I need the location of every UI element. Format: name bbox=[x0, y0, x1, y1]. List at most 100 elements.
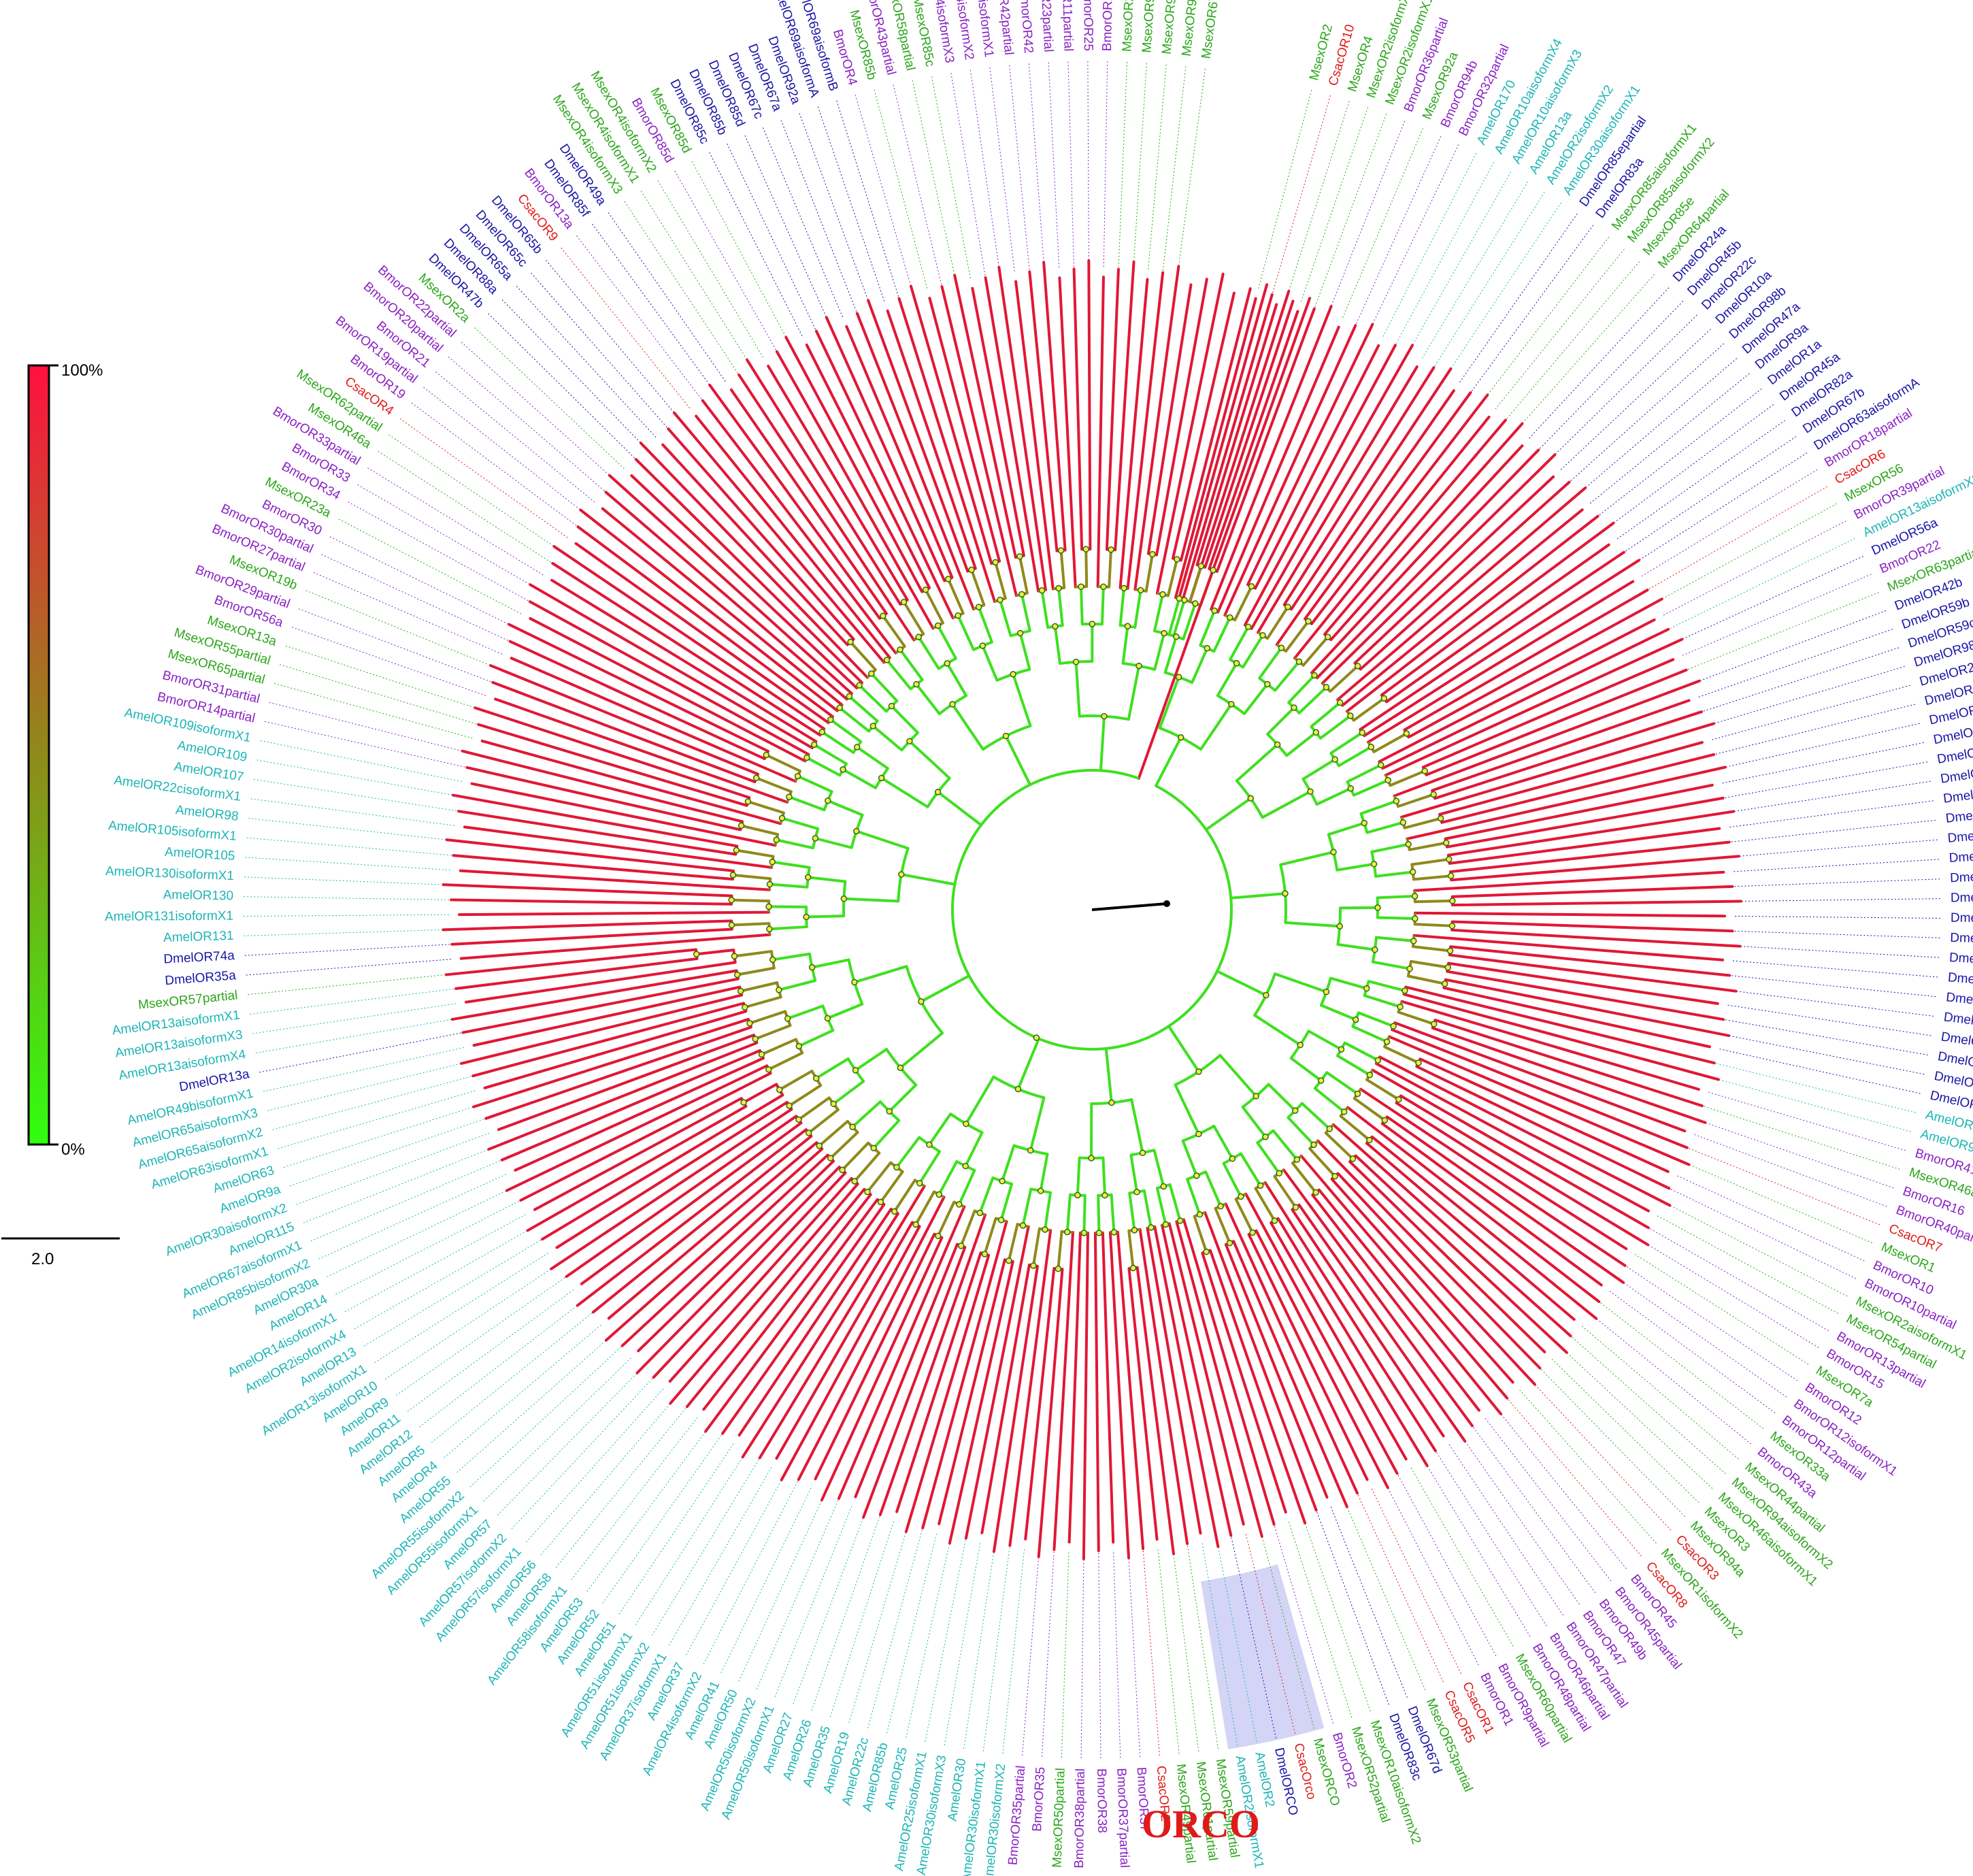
tree-node bbox=[1383, 1038, 1391, 1045]
terminal-branch bbox=[1204, 299, 1295, 569]
leaf-connector bbox=[1508, 1399, 1644, 1558]
leaf-connector bbox=[376, 450, 552, 563]
leaf-connector bbox=[1048, 60, 1060, 268]
tree-node bbox=[776, 1086, 783, 1093]
terminal-branch bbox=[820, 1236, 944, 1502]
tree-node bbox=[1002, 732, 1010, 740]
terminal-branch bbox=[494, 697, 789, 804]
leaf-label: BmorOR42 bbox=[1016, 0, 1035, 54]
terminal-branch bbox=[775, 1221, 914, 1460]
terminal-branch bbox=[450, 969, 738, 1021]
leaf-connector bbox=[1087, 59, 1089, 267]
internal-branch bbox=[1365, 1078, 1400, 1101]
leaf-connector bbox=[1722, 742, 1926, 784]
internal-branch bbox=[780, 817, 820, 830]
internal-branch bbox=[1129, 1153, 1139, 1194]
terminal-branch bbox=[1444, 978, 1730, 1037]
internal-branch bbox=[771, 860, 811, 869]
tree-node bbox=[1381, 1117, 1389, 1124]
terminal-branch bbox=[1270, 1221, 1408, 1461]
leaf-connector bbox=[1591, 1314, 1753, 1446]
root-branch bbox=[1091, 902, 1167, 911]
internal-branch bbox=[1301, 636, 1329, 667]
tree-node bbox=[1162, 1221, 1170, 1228]
internal-branch bbox=[1267, 1083, 1297, 1113]
leaf-connector bbox=[867, 1530, 923, 1730]
leaf-connector bbox=[242, 896, 450, 900]
leaf-connector bbox=[1732, 960, 1940, 978]
leaf-connector bbox=[352, 1227, 533, 1330]
terminal-branch bbox=[508, 640, 766, 761]
terminal-branch bbox=[1370, 1135, 1598, 1320]
internal-branch bbox=[826, 799, 864, 817]
tree-node bbox=[981, 1251, 989, 1257]
terminal-branch bbox=[608, 474, 853, 695]
terminal-branch bbox=[450, 898, 733, 906]
tree-node bbox=[1244, 623, 1252, 630]
internal-branch bbox=[938, 1160, 959, 1196]
internal-branch bbox=[1233, 585, 1253, 622]
internal-branch bbox=[919, 974, 971, 1003]
tree-node bbox=[999, 1178, 1006, 1185]
terminal-branch bbox=[805, 343, 931, 589]
tree-node bbox=[1405, 840, 1412, 848]
leaf-connector bbox=[798, 111, 871, 307]
leaf-connector bbox=[1118, 60, 1128, 267]
terminal-branch bbox=[474, 706, 751, 800]
tree-node bbox=[766, 881, 774, 888]
internal-branch bbox=[1057, 1230, 1063, 1270]
terminal-branch bbox=[505, 1064, 769, 1192]
tree-node bbox=[733, 846, 740, 854]
leaf-connector bbox=[257, 1032, 461, 1073]
internal-branch bbox=[914, 682, 941, 715]
internal-branch bbox=[777, 979, 817, 991]
leaf-connector bbox=[585, 1426, 710, 1594]
tree-node bbox=[912, 1221, 919, 1228]
internal-branch bbox=[814, 836, 853, 849]
terminal-branch bbox=[1204, 1211, 1318, 1512]
leaf-connector bbox=[287, 1119, 484, 1187]
internal-branch bbox=[1408, 841, 1448, 851]
internal-branch bbox=[1212, 616, 1231, 653]
internal-branch bbox=[899, 873, 957, 886]
tree-node bbox=[1078, 583, 1084, 591]
terminal-branch bbox=[992, 1264, 1039, 1553]
tree-node bbox=[1311, 672, 1318, 679]
internal-branch bbox=[735, 966, 776, 976]
terminal-branch bbox=[1363, 559, 1640, 738]
leaf-label: MsexOR24partial bbox=[1120, 0, 1138, 52]
internal-branch bbox=[1153, 593, 1164, 633]
leaf-connector bbox=[1699, 1120, 1896, 1189]
terminal-branch bbox=[1354, 1154, 1568, 1354]
leaf-connector bbox=[1177, 67, 1206, 273]
tree-node bbox=[1374, 1057, 1382, 1064]
leaf-label: BmorOR23partial bbox=[1036, 0, 1055, 52]
terminal-branch bbox=[1391, 1028, 1689, 1149]
internal-branch bbox=[746, 800, 785, 814]
leaf-connector bbox=[267, 702, 469, 753]
terminal-branch bbox=[1336, 487, 1587, 702]
leaf-connector bbox=[1540, 299, 1685, 449]
root-node bbox=[1163, 900, 1170, 907]
terminal-branch bbox=[1447, 961, 1719, 1005]
tree-node bbox=[1229, 1155, 1236, 1162]
leaf-connector bbox=[1369, 142, 1460, 331]
tree-node bbox=[1366, 1072, 1374, 1079]
tree-node bbox=[918, 998, 925, 1005]
leaf-connector bbox=[982, 1547, 1010, 1754]
terminal-branch bbox=[454, 957, 699, 990]
tree-node bbox=[1446, 947, 1454, 955]
internal-branch bbox=[881, 614, 906, 648]
tree-node bbox=[1088, 1155, 1095, 1162]
tree-node bbox=[1072, 659, 1080, 665]
internal-branch bbox=[1004, 734, 1032, 787]
leaf-connector bbox=[524, 1388, 664, 1544]
leaf-connector bbox=[1656, 502, 1839, 603]
terminal-branch bbox=[1208, 1249, 1307, 1525]
leaf-connector bbox=[702, 1481, 798, 1666]
internal-branch bbox=[1329, 976, 1368, 990]
terminal-branch bbox=[1450, 855, 1740, 882]
tree-node bbox=[851, 978, 858, 986]
leaf-label: DmelOR33b bbox=[1951, 911, 1973, 926]
leaf-label: DmelOR19b bbox=[1945, 804, 1973, 826]
